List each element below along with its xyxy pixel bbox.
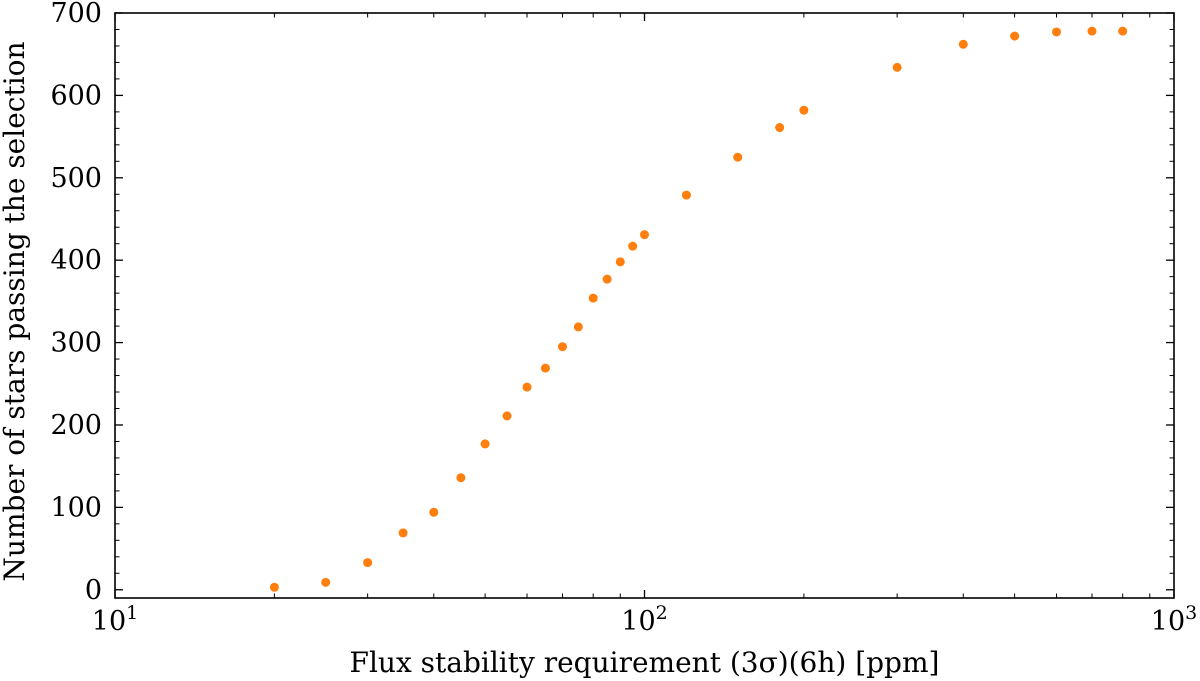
data-point bbox=[557, 342, 567, 352]
y-tick-label: 400 bbox=[50, 245, 102, 276]
data-point bbox=[1052, 27, 1062, 37]
data-point bbox=[602, 274, 612, 284]
data-point bbox=[363, 558, 373, 568]
y-tick-label: 0 bbox=[85, 575, 102, 606]
data-point bbox=[480, 439, 490, 449]
data-point bbox=[540, 363, 550, 373]
data-point bbox=[573, 322, 583, 332]
data-point bbox=[640, 230, 649, 240]
data-point bbox=[321, 577, 331, 587]
data-point bbox=[1087, 26, 1097, 36]
y-tick-label: 700 bbox=[50, 0, 102, 29]
y-tick-label: 100 bbox=[50, 492, 102, 523]
plot-frame bbox=[114, 12, 1175, 599]
data-point bbox=[775, 123, 785, 133]
x-tick-label: 103 bbox=[1151, 602, 1197, 637]
data-point bbox=[733, 152, 743, 162]
data-point bbox=[1118, 26, 1128, 36]
data-point bbox=[628, 241, 638, 251]
data-point bbox=[681, 190, 691, 200]
major-ticks bbox=[114, 12, 1175, 598]
data-point bbox=[615, 257, 625, 267]
minor-ticks bbox=[115, 13, 1174, 598]
y-tick-label: 600 bbox=[50, 80, 102, 111]
data-points bbox=[269, 26, 1128, 592]
data-point bbox=[958, 39, 968, 49]
data-point bbox=[588, 293, 598, 303]
data-point bbox=[1010, 31, 1020, 41]
x-tick-label: 102 bbox=[621, 602, 667, 637]
data-point bbox=[269, 582, 279, 592]
x-tick-label: 101 bbox=[92, 602, 138, 637]
y-axis-label: Number of stars passing the selection bbox=[0, 41, 31, 581]
data-point bbox=[892, 62, 902, 72]
y-tick-label: 500 bbox=[50, 163, 102, 194]
y-tick-label: 200 bbox=[50, 410, 102, 441]
data-point bbox=[456, 473, 466, 483]
data-point bbox=[398, 528, 408, 538]
data-point bbox=[429, 507, 439, 517]
data-point bbox=[799, 105, 809, 115]
x-axis-label: Flux stability requirement (3σ)(6h) [ppm… bbox=[350, 646, 940, 679]
data-point bbox=[502, 411, 512, 421]
y-tick-label: 300 bbox=[50, 328, 102, 359]
tick-labels: 101 102 103 0 100 200 300 400 500 600 700 bbox=[50, 0, 1197, 637]
data-point bbox=[522, 382, 532, 392]
